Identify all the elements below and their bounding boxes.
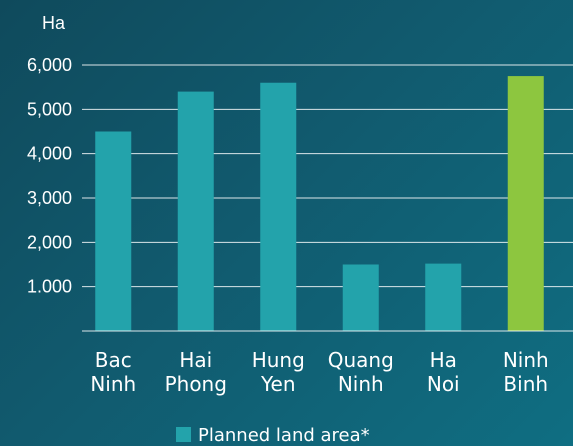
y-tick-label: 3,000 (27, 188, 72, 208)
bar (425, 263, 462, 331)
legend: Planned land area* (176, 425, 370, 446)
bar (95, 131, 132, 331)
bar (342, 264, 379, 331)
x-tick-label: Binh (503, 372, 548, 396)
grid-lines (82, 64, 573, 288)
y-unit-label: Ha (42, 13, 66, 33)
x-axis-labels: BacNinhHaiPhongHungYenQuangNinhHaNoiNinh… (90, 348, 548, 396)
y-tick-label: 4,000 (27, 144, 72, 164)
x-tick-label: Yen (260, 372, 296, 396)
x-tick-label: Hung (252, 348, 305, 372)
y-axis-ticks: 6,000 5,000 4,000 3,000 2,000 1.000 (27, 55, 72, 297)
y-tick-label: 1.000 (27, 277, 72, 297)
x-tick-label: Ha (430, 348, 457, 372)
bars (95, 76, 544, 331)
x-tick-label: Ninh (503, 348, 549, 372)
x-tick-label: Hai (179, 348, 212, 372)
y-tick-label: 5,000 (27, 99, 72, 119)
legend-label: Planned land area* (198, 425, 370, 446)
bar (177, 91, 214, 331)
bar (260, 82, 297, 331)
x-tick-label: Phong (165, 372, 227, 396)
legend-swatch (176, 427, 191, 442)
x-tick-label: Quang (328, 348, 394, 372)
x-tick-label: Noi (427, 372, 460, 396)
y-tick-label: 6,000 (27, 55, 72, 75)
bar (507, 76, 544, 331)
x-tick-label: Ninh (90, 372, 136, 396)
x-tick-label: Ninh (338, 372, 384, 396)
x-tick-label: Bac (95, 348, 132, 372)
y-tick-label: 2,000 (27, 232, 72, 252)
